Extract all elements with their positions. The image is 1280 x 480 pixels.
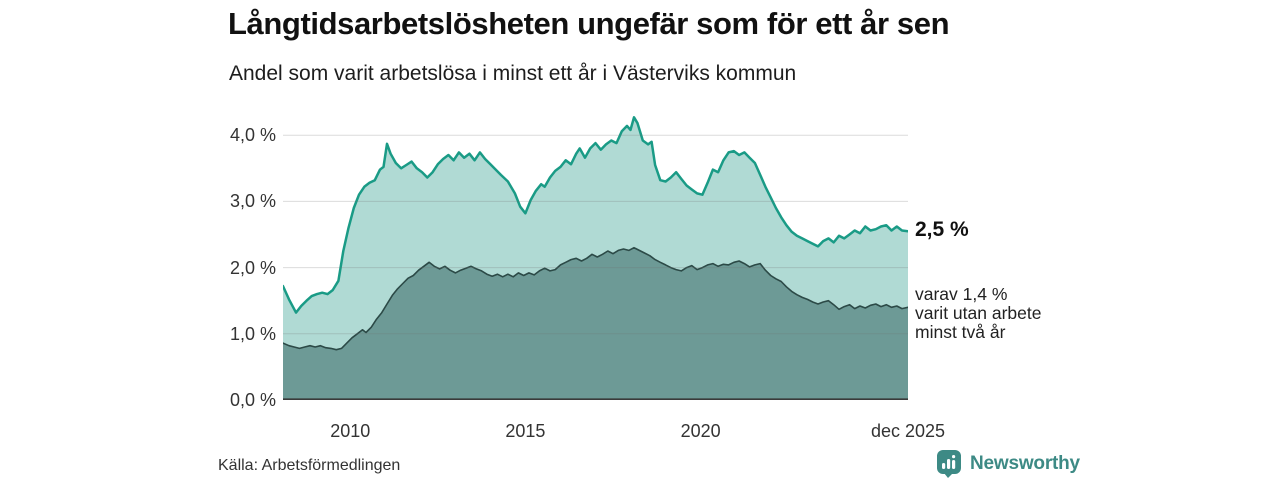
x-tick-label: 2020 xyxy=(680,421,721,441)
chart-plot xyxy=(283,116,908,400)
y-tick-label: 4,0 % xyxy=(229,125,276,146)
line-Andel arbetslösa minst ett år xyxy=(283,116,908,314)
line-Andel utan arbete minst två år xyxy=(283,246,908,351)
breakdown-line-2: varit utan arbete xyxy=(915,303,1042,323)
newsworthy-brand: Newsworthy xyxy=(936,449,1080,478)
area-Andel utan arbete minst två år xyxy=(283,247,908,400)
y-tick-label: 2,0 % xyxy=(229,257,276,278)
latest-value-label: 2,5 % xyxy=(915,218,969,241)
source-note: Källa: Arbetsförmedlingen xyxy=(218,457,401,474)
brand-name: Newsworthy xyxy=(970,452,1080,474)
chart-subtitle: Andel som varit arbetslösa i minst ett å… xyxy=(229,62,797,85)
x-tick-label: dec 2025 xyxy=(870,421,946,441)
x-tick-label: 2015 xyxy=(505,421,546,441)
y-tick-label: 3,0 % xyxy=(229,191,276,212)
newsworthy-logo-icon xyxy=(937,450,961,478)
page-title: Långtidsarbetslösheten ungefär som för e… xyxy=(228,6,950,41)
y-tick-label: 1,0 % xyxy=(229,323,276,344)
y-tick-label: 0,0 % xyxy=(229,390,276,410)
breakdown-line-1: varav 1,4 % xyxy=(915,284,1008,304)
breakdown-annotation: varav 1,4 % varit utan arbete minst två … xyxy=(915,285,1041,342)
x-tick-label: 2010 xyxy=(330,421,371,441)
breakdown-line-3: minst två år xyxy=(915,322,1006,342)
